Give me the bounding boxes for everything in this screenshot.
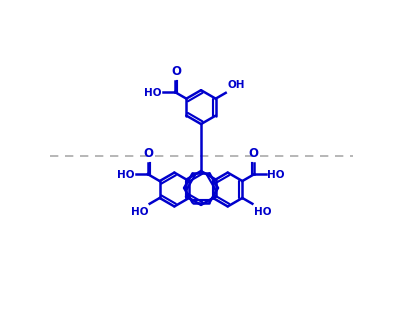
Text: OH: OH — [227, 80, 245, 90]
Text: HO: HO — [130, 207, 148, 217]
Text: HO: HO — [117, 170, 134, 180]
Text: HO: HO — [268, 170, 285, 180]
Text: HO: HO — [254, 207, 272, 217]
Text: O: O — [144, 147, 154, 160]
Text: O: O — [171, 65, 181, 78]
Text: HO: HO — [145, 88, 162, 98]
Text: O: O — [248, 147, 258, 160]
